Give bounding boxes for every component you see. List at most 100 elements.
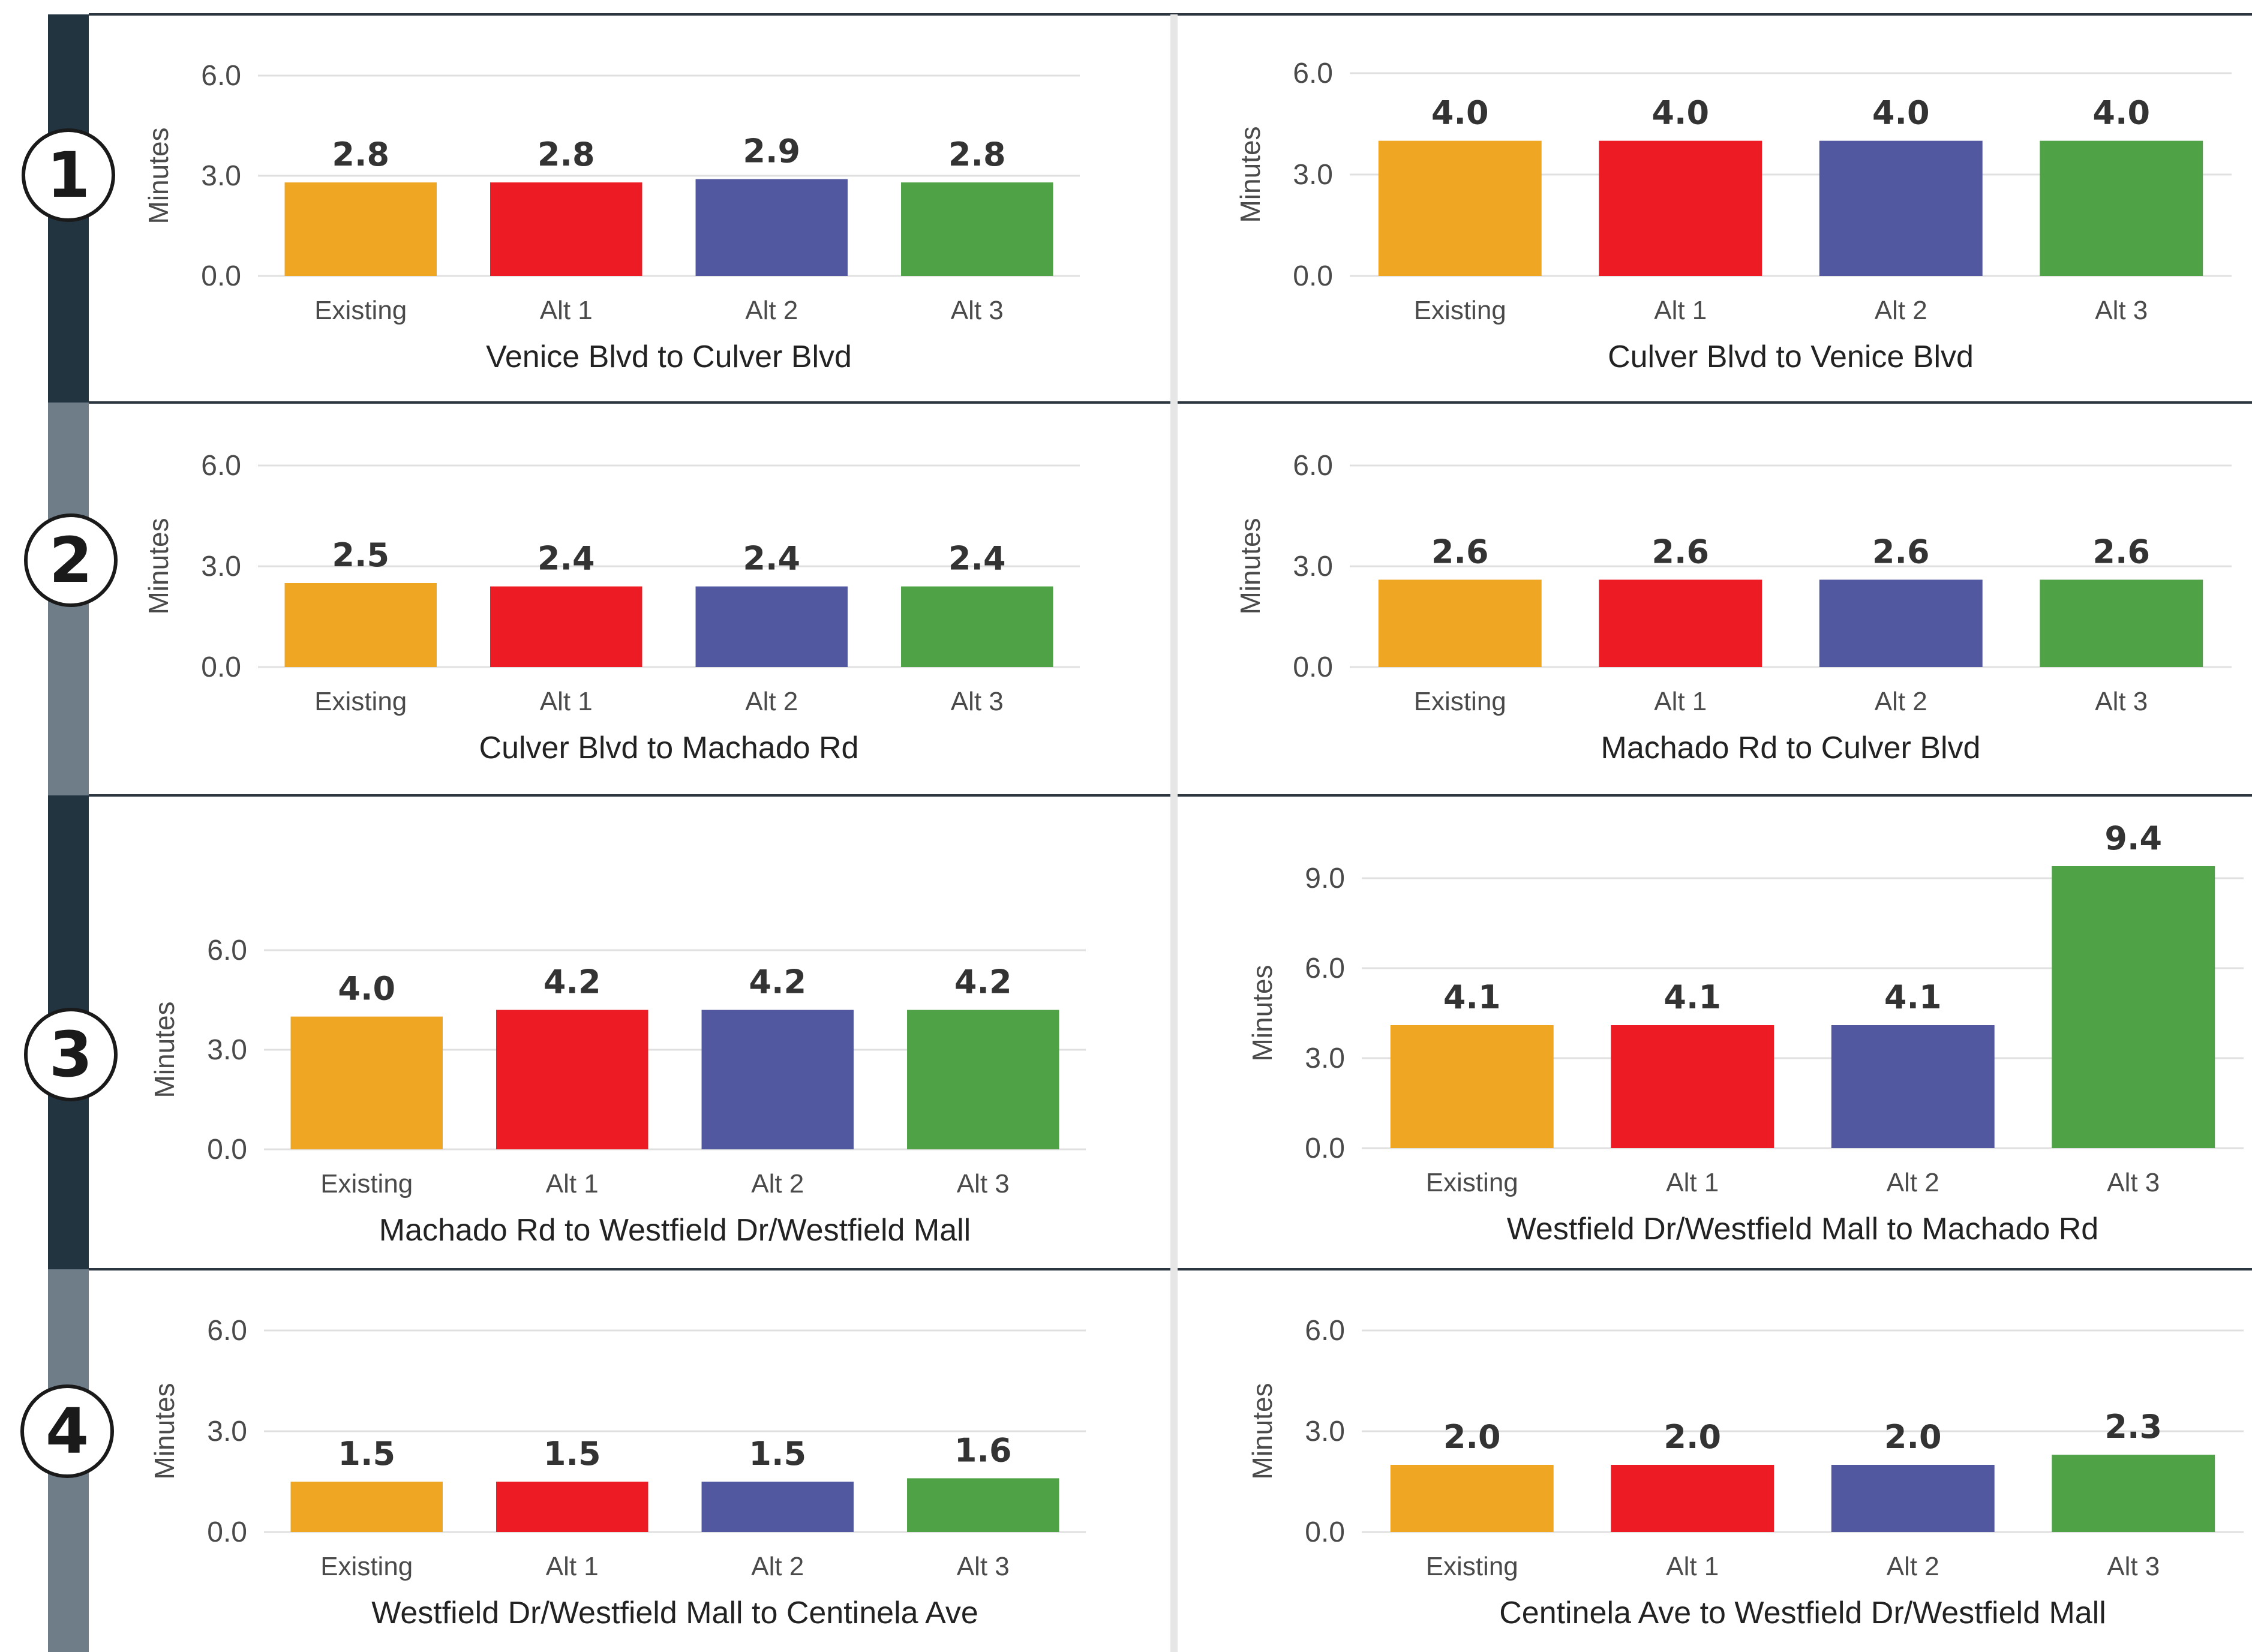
segment-badge-1: 1 xyxy=(22,128,115,222)
data-label: 4.1 xyxy=(1443,978,1501,1016)
chart-machado-to-culver: 0.0 3.0 6.0 Minutes 2.6 Existing 2.6 Alt 1 2.6 Al… xyxy=(1235,450,2232,765)
x-tick-label: Alt 3 xyxy=(951,296,1004,325)
y-axis-label: Minutes xyxy=(1235,126,1266,223)
x-tick-label: Existing xyxy=(320,1552,413,1581)
data-label: 2.4 xyxy=(743,540,800,578)
data-label: 2.6 xyxy=(2092,533,2150,570)
data-label: 2.8 xyxy=(538,136,595,173)
bar xyxy=(496,1010,648,1149)
bar xyxy=(290,1482,443,1532)
x-tick-label: Alt 1 xyxy=(1654,296,1707,325)
data-label: 2.8 xyxy=(332,136,389,173)
y-tick-label: 3.0 xyxy=(1305,1416,1345,1447)
data-label: 4.2 xyxy=(749,963,806,1001)
segment-badge-2: 2 xyxy=(24,513,118,607)
chart-title: Westfield Dr/Westfield Mall to Centinela… xyxy=(371,1596,978,1630)
data-label: 2.0 xyxy=(1443,1418,1501,1456)
bar xyxy=(701,1482,854,1532)
data-label: 1.5 xyxy=(338,1435,395,1473)
bar xyxy=(1378,579,1542,667)
x-tick-label: Alt 3 xyxy=(2095,296,2148,325)
bar xyxy=(290,1016,443,1149)
bar xyxy=(1390,1025,1554,1148)
data-label: 2.4 xyxy=(538,540,595,578)
y-tick-label: 0.0 xyxy=(1293,260,1333,292)
data-label: 2.0 xyxy=(1884,1418,1942,1456)
x-tick-label: Existing xyxy=(1414,687,1506,716)
y-tick-label: 0.0 xyxy=(1293,651,1333,683)
bar xyxy=(901,586,1053,667)
bar xyxy=(907,1010,1059,1149)
y-tick-label: 6.0 xyxy=(207,935,247,966)
x-tick-label: Alt 3 xyxy=(2107,1168,2160,1197)
data-label: 1.5 xyxy=(749,1435,806,1473)
x-tick-label: Alt 2 xyxy=(1887,1168,1939,1197)
x-tick-label: Alt 2 xyxy=(1875,296,1927,325)
bar xyxy=(1611,1465,1774,1532)
bar xyxy=(2052,866,2215,1148)
x-tick-label: Existing xyxy=(320,1169,413,1199)
x-tick-label: Existing xyxy=(314,687,407,716)
y-tick-label: 3.0 xyxy=(1293,551,1333,582)
y-axis-label: Minutes xyxy=(1247,1383,1278,1479)
bar xyxy=(695,586,848,667)
x-tick-label: Existing xyxy=(1426,1552,1518,1581)
bar xyxy=(695,179,848,276)
segment-badge-4: 4 xyxy=(20,1384,114,1478)
x-tick-label: Alt 3 xyxy=(957,1552,1010,1581)
chart-title: Machado Rd to Culver Blvd xyxy=(1601,731,1981,765)
data-label: 4.1 xyxy=(1664,978,1721,1016)
data-label: 2.6 xyxy=(1431,533,1489,570)
x-tick-label: Alt 1 xyxy=(546,1169,599,1199)
chart-westfield-to-machado: 0.0 3.0 6.0 9.0 Minutes 4.1 Existing 4.1 Alt 1 4.… xyxy=(1247,819,2244,1246)
chart-title: Machado Rd to Westfield Dr/Westfield Mal… xyxy=(379,1213,971,1248)
data-label: 2.4 xyxy=(948,540,1006,578)
bar xyxy=(701,1010,854,1149)
y-tick-label: 6.0 xyxy=(201,60,241,92)
y-tick-label: 0.0 xyxy=(201,260,241,292)
y-axis-label: Minutes xyxy=(149,1383,180,1479)
y-tick-label: 6.0 xyxy=(1293,450,1333,482)
x-tick-label: Alt 2 xyxy=(751,1552,804,1581)
bar xyxy=(490,182,642,276)
bar xyxy=(901,182,1053,276)
y-tick-label: 6.0 xyxy=(201,450,241,482)
data-label: 2.5 xyxy=(332,536,389,574)
y-tick-label: 0.0 xyxy=(207,1134,247,1166)
x-tick-label: Alt 1 xyxy=(540,687,593,716)
chart-title: Venice Blvd to Culver Blvd xyxy=(486,340,852,374)
segment-number: 3 xyxy=(49,1018,93,1091)
data-label: 2.6 xyxy=(1652,533,1709,570)
chart-title: Culver Blvd to Machado Rd xyxy=(479,731,859,765)
y-axis-label: Minutes xyxy=(1247,965,1278,1061)
bar xyxy=(1599,140,1762,276)
y-axis-label: Minutes xyxy=(143,127,174,224)
data-label: 4.0 xyxy=(1652,94,1709,132)
x-tick-label: Existing xyxy=(1426,1168,1518,1197)
x-tick-label: Existing xyxy=(1414,296,1506,325)
x-tick-label: Alt 1 xyxy=(1666,1168,1719,1197)
segment-number: 2 xyxy=(49,524,93,597)
bar xyxy=(1599,579,1762,667)
data-label: 1.5 xyxy=(544,1435,601,1473)
chart-title: Westfield Dr/Westfield Mall to Machado R… xyxy=(1507,1212,2098,1246)
data-label: 2.0 xyxy=(1664,1418,1721,1456)
x-tick-label: Alt 1 xyxy=(546,1552,599,1581)
data-label: 2.9 xyxy=(743,133,800,170)
chart-venice-to-culver: 0.0 3.0 6.0 Minutes 2.8 Existing 2.8 Alt 1 2.9 Al… xyxy=(143,60,1080,374)
y-tick-label: 6.0 xyxy=(1305,953,1345,984)
x-tick-label: Alt 2 xyxy=(751,1169,804,1199)
bar xyxy=(2040,140,2203,276)
segment-number: 1 xyxy=(46,139,91,212)
bar xyxy=(2052,1455,2215,1532)
y-tick-label: 3.0 xyxy=(201,551,241,582)
x-tick-label: Alt 1 xyxy=(540,296,593,325)
bar xyxy=(284,182,437,276)
chart-machado-to-westfield: 0.0 3.0 6.0 Minutes 4.0 Existing 4.2 Alt 1 4.2 Al… xyxy=(149,935,1086,1248)
y-tick-label: 6.0 xyxy=(1305,1315,1345,1347)
x-tick-label: Alt 2 xyxy=(745,296,798,325)
data-label: 4.0 xyxy=(338,970,395,1008)
x-tick-label: Alt 1 xyxy=(1654,687,1707,716)
y-tick-label: 0.0 xyxy=(1305,1516,1345,1548)
